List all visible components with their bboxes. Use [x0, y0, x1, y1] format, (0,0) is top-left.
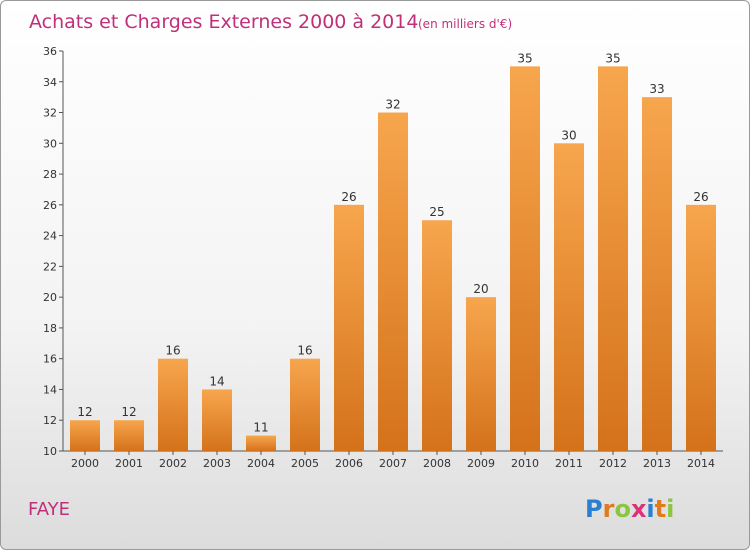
x-tick-label-2011: 2011	[555, 457, 583, 470]
x-tick-label-2002: 2002	[159, 457, 187, 470]
y-tick-label: 20	[43, 291, 57, 304]
y-tick-label: 30	[43, 137, 57, 150]
y-tick-label: 26	[43, 199, 57, 212]
bar-2009	[466, 297, 496, 451]
logo-letter: x	[631, 495, 647, 523]
bar-2003	[202, 389, 232, 451]
y-tick-label: 16	[43, 353, 57, 366]
data-label-2011: 30	[561, 128, 576, 142]
bar-2007	[378, 112, 408, 452]
bar-2008	[422, 220, 452, 451]
bar-2006	[334, 204, 364, 451]
y-tick-label: 36	[43, 45, 57, 58]
data-label-2006: 26	[341, 190, 356, 204]
data-label-2001: 12	[121, 405, 136, 419]
y-tick-label: 28	[43, 168, 57, 181]
bar-2011	[554, 143, 584, 452]
x-tick-label-2003: 2003	[203, 457, 231, 470]
y-tick-label: 24	[43, 230, 57, 243]
data-label-2013: 33	[649, 82, 664, 96]
x-tick-label-2008: 2008	[423, 457, 451, 470]
commune-name: FAYE	[28, 499, 70, 520]
chart-subtitle: (en milliers d'€)	[418, 17, 512, 31]
proxiti-logo: Proxiti	[585, 495, 674, 523]
axes: 10 12 14 16 18 20 22 24 26 28 30 32 34 36 2000 2001 2002…	[43, 45, 723, 470]
x-tick-label-2000: 2000	[71, 457, 99, 470]
logo-letter: P	[585, 495, 603, 523]
y-tick-label: 12	[43, 414, 57, 427]
chart-title: Achats et Charges Externes 2000 à 2014	[29, 11, 418, 33]
y-tick-label: 10	[43, 445, 57, 458]
bar-2004	[246, 435, 276, 451]
y-tick-label: 34	[43, 76, 57, 89]
x-tick-label-2010: 2010	[511, 457, 539, 470]
data-label-2003: 14	[209, 374, 224, 388]
logo-letter: t	[655, 495, 666, 523]
x-tick-label-2007: 2007	[379, 457, 407, 470]
x-tick-label-2001: 2001	[115, 457, 143, 470]
bar-2014	[686, 204, 716, 451]
data-label-2005: 16	[297, 344, 312, 358]
logo-letter: o	[614, 495, 631, 523]
data-label-2014: 26	[693, 190, 708, 204]
x-tick-label-2013: 2013	[643, 457, 671, 470]
x-tick-label-2004: 2004	[247, 457, 275, 470]
bar-2000	[70, 420, 100, 451]
y-tick-label: 32	[43, 107, 57, 120]
x-tick-label-2005: 2005	[291, 457, 319, 470]
data-label-2012: 35	[605, 51, 620, 65]
bar-2012	[598, 66, 628, 451]
data-label-2002: 16	[165, 344, 180, 358]
y-tick-label: 14	[43, 383, 57, 396]
bar-2010	[510, 66, 540, 451]
logo-letter: r	[603, 495, 615, 523]
bar-2001	[114, 420, 144, 451]
bar-2005	[290, 358, 320, 451]
x-tick-label-2014: 2014	[687, 457, 715, 470]
bar-2013	[642, 97, 672, 452]
data-label-2008: 25	[429, 205, 444, 219]
bar-2002	[158, 358, 188, 451]
data-label-2000: 12	[77, 405, 92, 419]
logo-letter: i	[666, 495, 674, 523]
data-label-2009: 20	[473, 282, 488, 296]
data-label-2010: 35	[517, 51, 532, 65]
bars-group: 12 12 16 14 11 16 26 32 25 20 35 30 35 33 26	[70, 51, 716, 452]
y-tick-label: 22	[43, 260, 57, 273]
x-tick-label-2006: 2006	[335, 457, 363, 470]
x-tick-label-2009: 2009	[467, 457, 495, 470]
y-tick-label: 18	[43, 322, 57, 335]
logo-letter: i	[646, 495, 654, 523]
data-label-2004: 11	[253, 421, 268, 435]
x-tick-label-2012: 2012	[599, 457, 627, 470]
data-label-2007: 32	[385, 98, 400, 112]
